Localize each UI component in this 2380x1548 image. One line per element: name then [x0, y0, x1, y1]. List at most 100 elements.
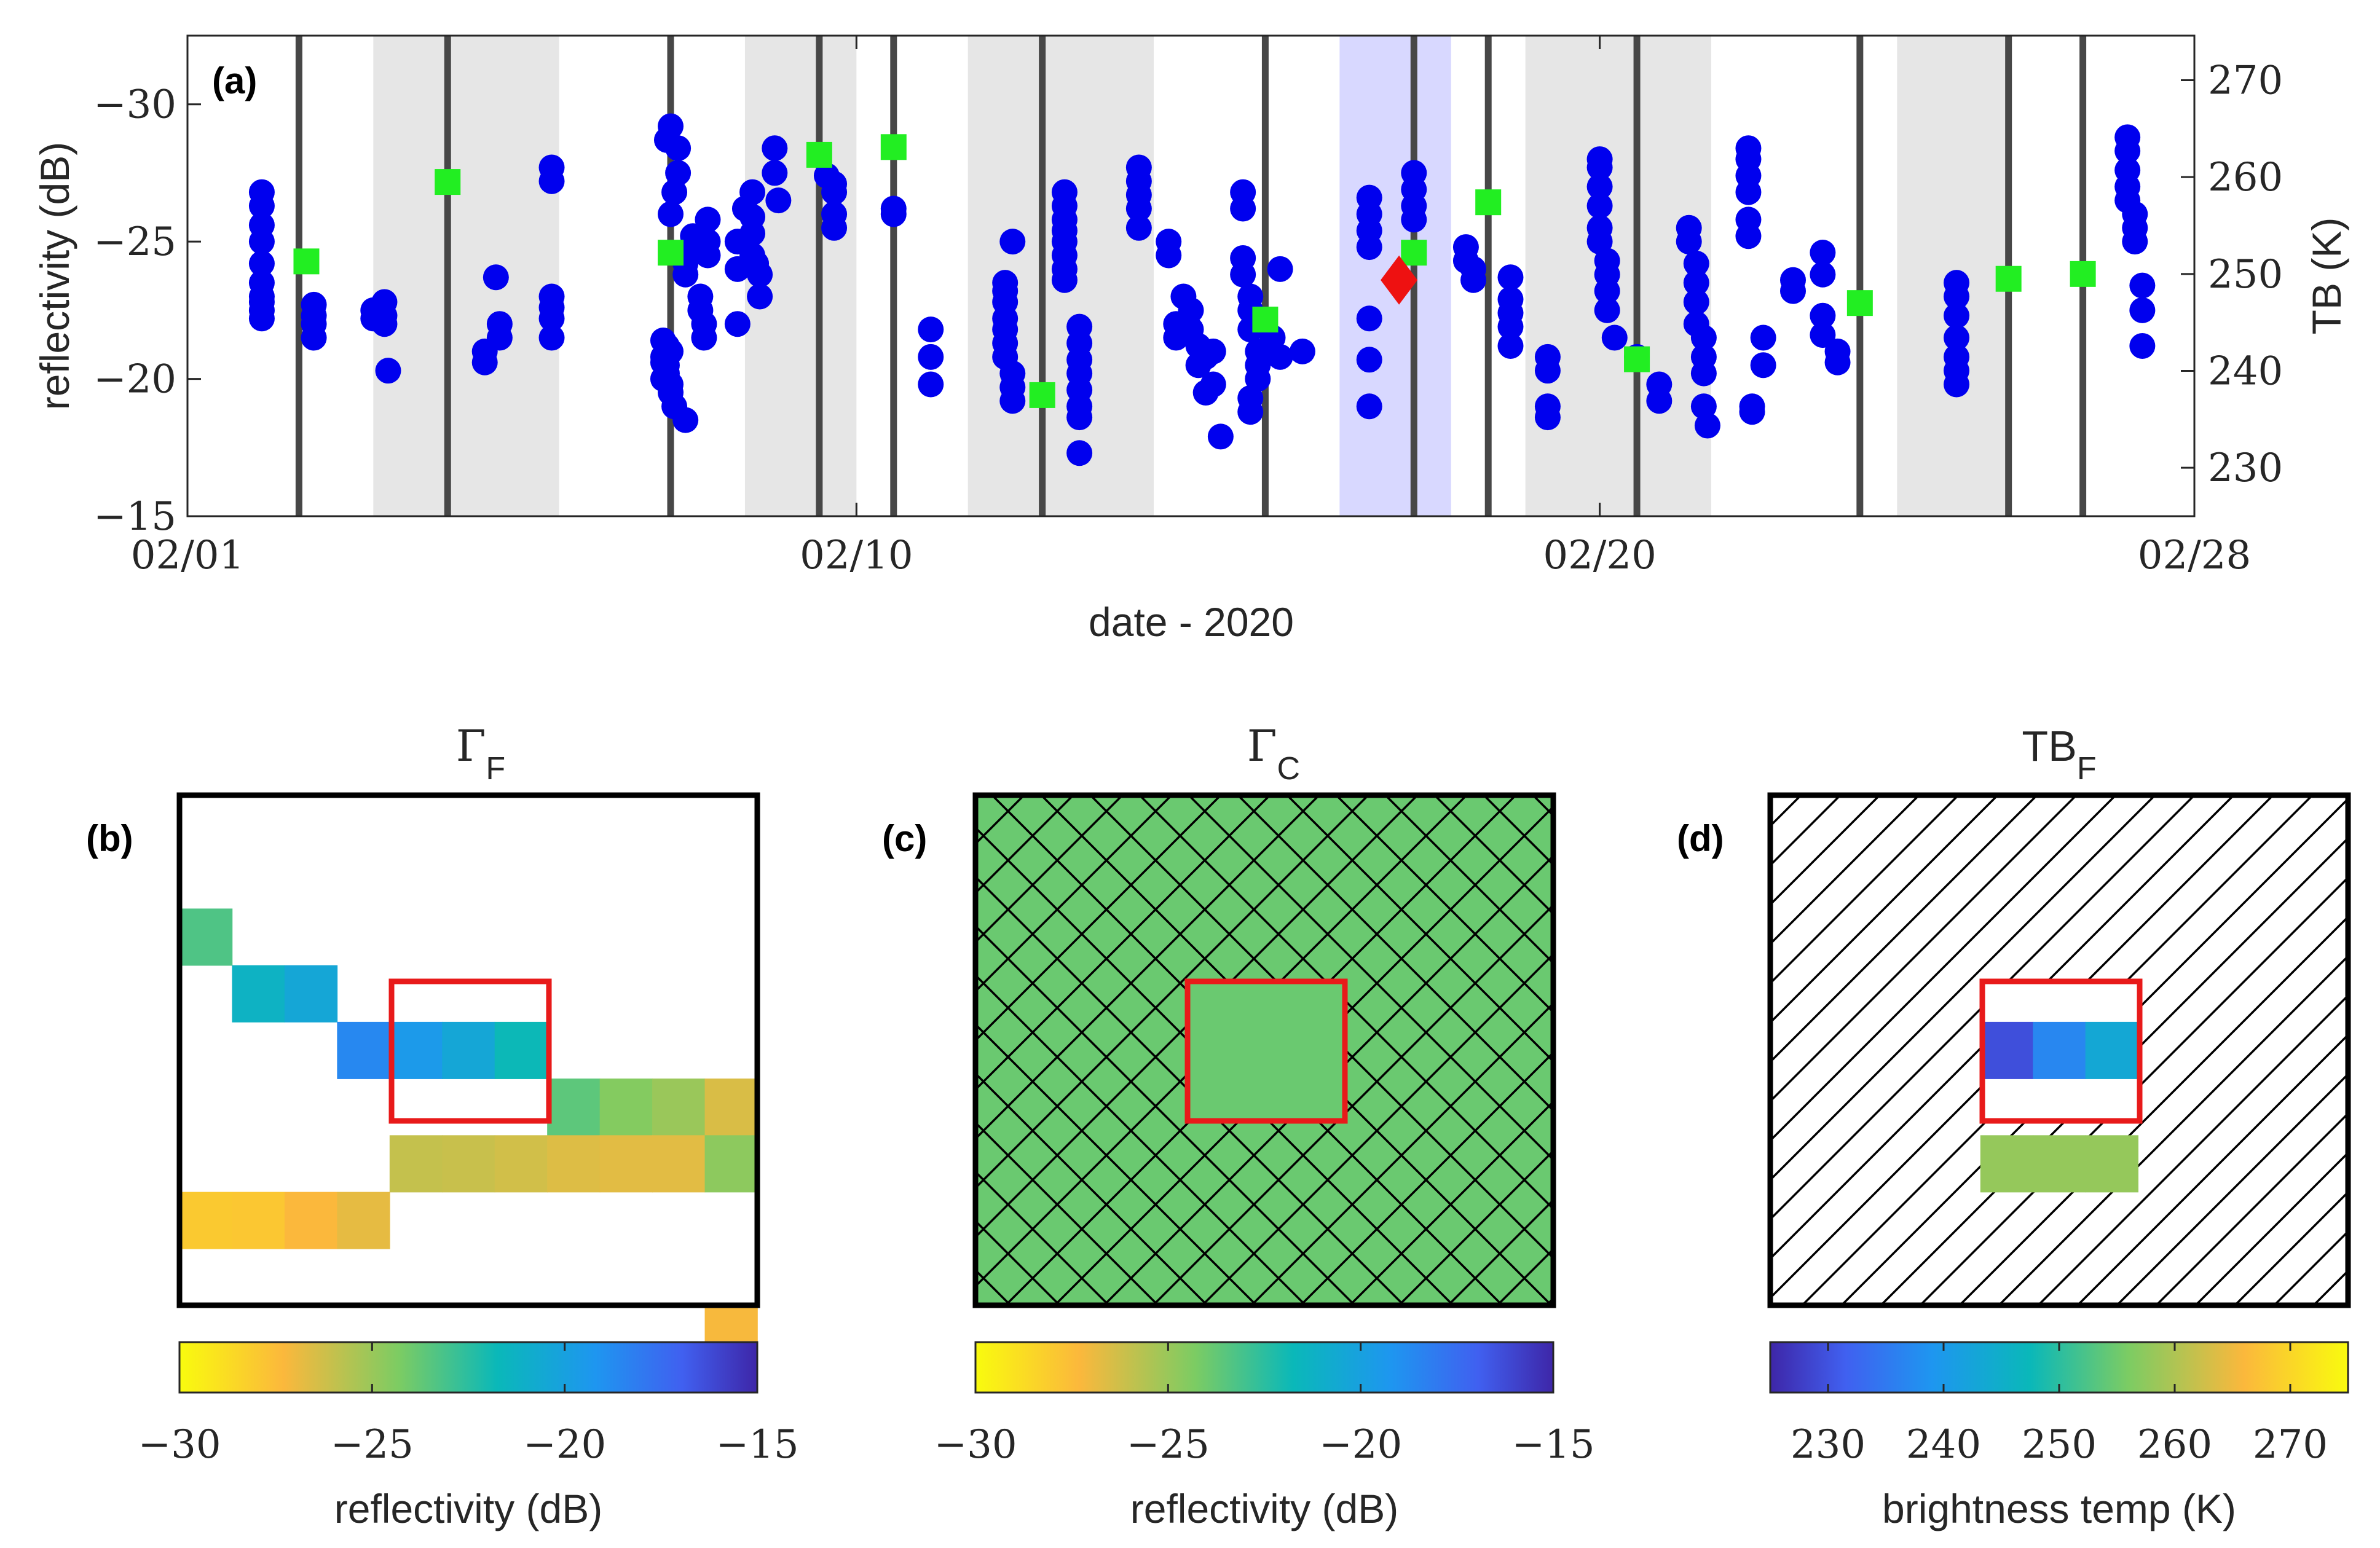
reflectivity-point-216 [1944, 324, 1970, 351]
reflectivity-point-4 [248, 250, 275, 277]
reflectivity-point-94 [999, 229, 1026, 255]
colorbar-b [178, 1341, 759, 1394]
colorbar-label-c: reflectivity (dB) [1130, 1486, 1398, 1531]
y-right-tick-label-0: 230 [2208, 446, 2283, 491]
reflectivity-point-141 [1237, 399, 1264, 425]
heatmap-cell-15 [599, 1135, 653, 1193]
reflectivity-point-39 [650, 328, 676, 354]
heatmap-cell-4 [2033, 1135, 2086, 1193]
heatmap-cell-7 [547, 1078, 601, 1136]
tb-point-5 [1029, 382, 1055, 408]
reflectivity-point-78 [821, 214, 848, 241]
heatmap-cell-5 [442, 1021, 495, 1079]
heatmap-panel-c: ΓC (c) −30 −25 −20 −15 reflectivity (dB) [882, 721, 1595, 1531]
y-right-tick-label-1: 240 [2208, 349, 2283, 395]
heatmap-cell-20 [284, 1192, 338, 1249]
reflectivity-point-208 [1810, 261, 1836, 288]
x-tick-label-2: 02/20 [1543, 533, 1656, 578]
map-frame-d [1767, 792, 2351, 1308]
heatmap-cell-21 [337, 1192, 390, 1249]
reflectivity-point-194 [1694, 412, 1720, 439]
reflectivity-point-26 [538, 168, 565, 194]
panel-label-d: (d) [1677, 818, 1724, 859]
day-boundary-lines [295, 36, 2087, 516]
heatmap-cell-1 [232, 965, 285, 1023]
heatmap-cell-1 [2033, 1021, 2086, 1079]
reflectivity-point-13 [301, 324, 327, 351]
heatmap-panel-b: ΓF (b) −30 −25 −20 −15 reflectivity (dB) [86, 721, 799, 1531]
panel-label-c: (c) [882, 818, 927, 859]
highlight-box-c [1184, 978, 1348, 1124]
x-tick-label-0: 02/01 [131, 533, 244, 578]
reflectivity-point-209 [1810, 302, 1836, 329]
tb-point-6 [1252, 306, 1279, 332]
colorbar-tick-label-2: −20 [1319, 1422, 1402, 1467]
reflectivity-point-128 [1200, 338, 1226, 364]
reflectivity-point-145 [1289, 338, 1315, 364]
reflectivity-point-200 [1735, 223, 1762, 249]
reflectivity-point-71 [762, 135, 788, 162]
colorbar-tick-label-1: −25 [331, 1422, 414, 1467]
tb-point-12 [2070, 261, 2096, 287]
reflectivity-point-64 [739, 179, 766, 205]
reflectivity-point-150 [1356, 305, 1382, 332]
reflectivity-point-73 [765, 187, 792, 214]
scatter-panel-a: 02/01 02/10 02/20 02/28 −30 −25 −20 −15 230 240… [32, 34, 2349, 645]
reflectivity-point-204 [1750, 352, 1776, 379]
tb-point-4 [880, 134, 907, 160]
reflectivity-point-121 [1178, 297, 1204, 323]
reflectivity-point-66 [739, 220, 766, 246]
reflectivity-point-1 [248, 193, 275, 219]
heatmap-cell-14 [547, 1135, 601, 1193]
reflectivity-point-156 [1401, 206, 1427, 233]
reflectivity-point-109 [1066, 404, 1093, 431]
heatmap-panel-d: TBF (d) 230 240 250 260 270 brightness temp … [1677, 722, 2351, 1531]
heatmap-cell-3 [1980, 1135, 2034, 1193]
reflectivity-point-173 [1586, 193, 1613, 219]
reflectivity-point-30 [538, 324, 565, 351]
reflectivity-point-144 [1267, 344, 1293, 370]
colorbar-label-d: brightness temp (K) [1882, 1486, 2236, 1531]
reflectivity-point-228 [2129, 272, 2156, 299]
y-right-tick-label-2: 250 [2208, 252, 2283, 297]
reflectivity-point-23 [486, 324, 513, 351]
map-frame-b [176, 792, 760, 1308]
reflectivity-point-9 [248, 305, 275, 332]
heatmap-cell-8 [599, 1078, 653, 1136]
panel-label-b: (b) [86, 818, 133, 859]
heatmap-cell-12 [442, 1135, 495, 1193]
reflectivity-point-60 [724, 311, 751, 337]
reflectivity-point-187 [1683, 270, 1709, 296]
reflectivity-point-115 [1125, 214, 1152, 241]
selected-point-0 [1381, 255, 1418, 305]
reflectivity-point-167 [1534, 358, 1561, 384]
colorbar-tick-label-0: 230 [1791, 1422, 1866, 1467]
reflectivity-point-165 [1497, 332, 1524, 359]
plot-frame-a [186, 34, 2196, 517]
reflectivity-point-171 [1586, 154, 1613, 181]
tb-point-0 [293, 248, 320, 275]
reflectivity-point-212 [1824, 349, 1851, 375]
reflectivity-point-203 [1750, 324, 1776, 351]
heatmap-cell-17 [704, 1135, 758, 1193]
y-right-tick-label-4: 270 [2208, 58, 2283, 104]
reflectivity-point-207 [1810, 240, 1836, 266]
panel-title-b: ΓF [456, 721, 505, 787]
reflectivity-point-183 [1646, 388, 1673, 414]
colorbar-tick-label-2: 250 [2022, 1422, 2097, 1467]
y-tick-label-3: −15 [93, 494, 176, 540]
colorbar-tick-label-3: −15 [715, 1422, 798, 1467]
reflectivity-point-178 [1594, 278, 1620, 304]
colorbar-tick-label-3: 260 [2137, 1422, 2212, 1467]
reflectivity-point-206 [1780, 278, 1806, 304]
colorbar-tick-label-0: −30 [138, 1422, 221, 1467]
reflectivity-point-215 [1944, 302, 1970, 329]
reflectivity-point-82 [918, 344, 944, 370]
reflectivity-point-102 [1051, 179, 1078, 205]
panel-title-c-sub: C [1277, 751, 1301, 787]
panel-title-c-base: Γ [1247, 721, 1277, 771]
reflectivity-point-96 [1051, 267, 1078, 293]
colorbar-tick-label-1: −25 [1127, 1422, 1210, 1467]
reflectivity-point-44 [665, 160, 692, 186]
